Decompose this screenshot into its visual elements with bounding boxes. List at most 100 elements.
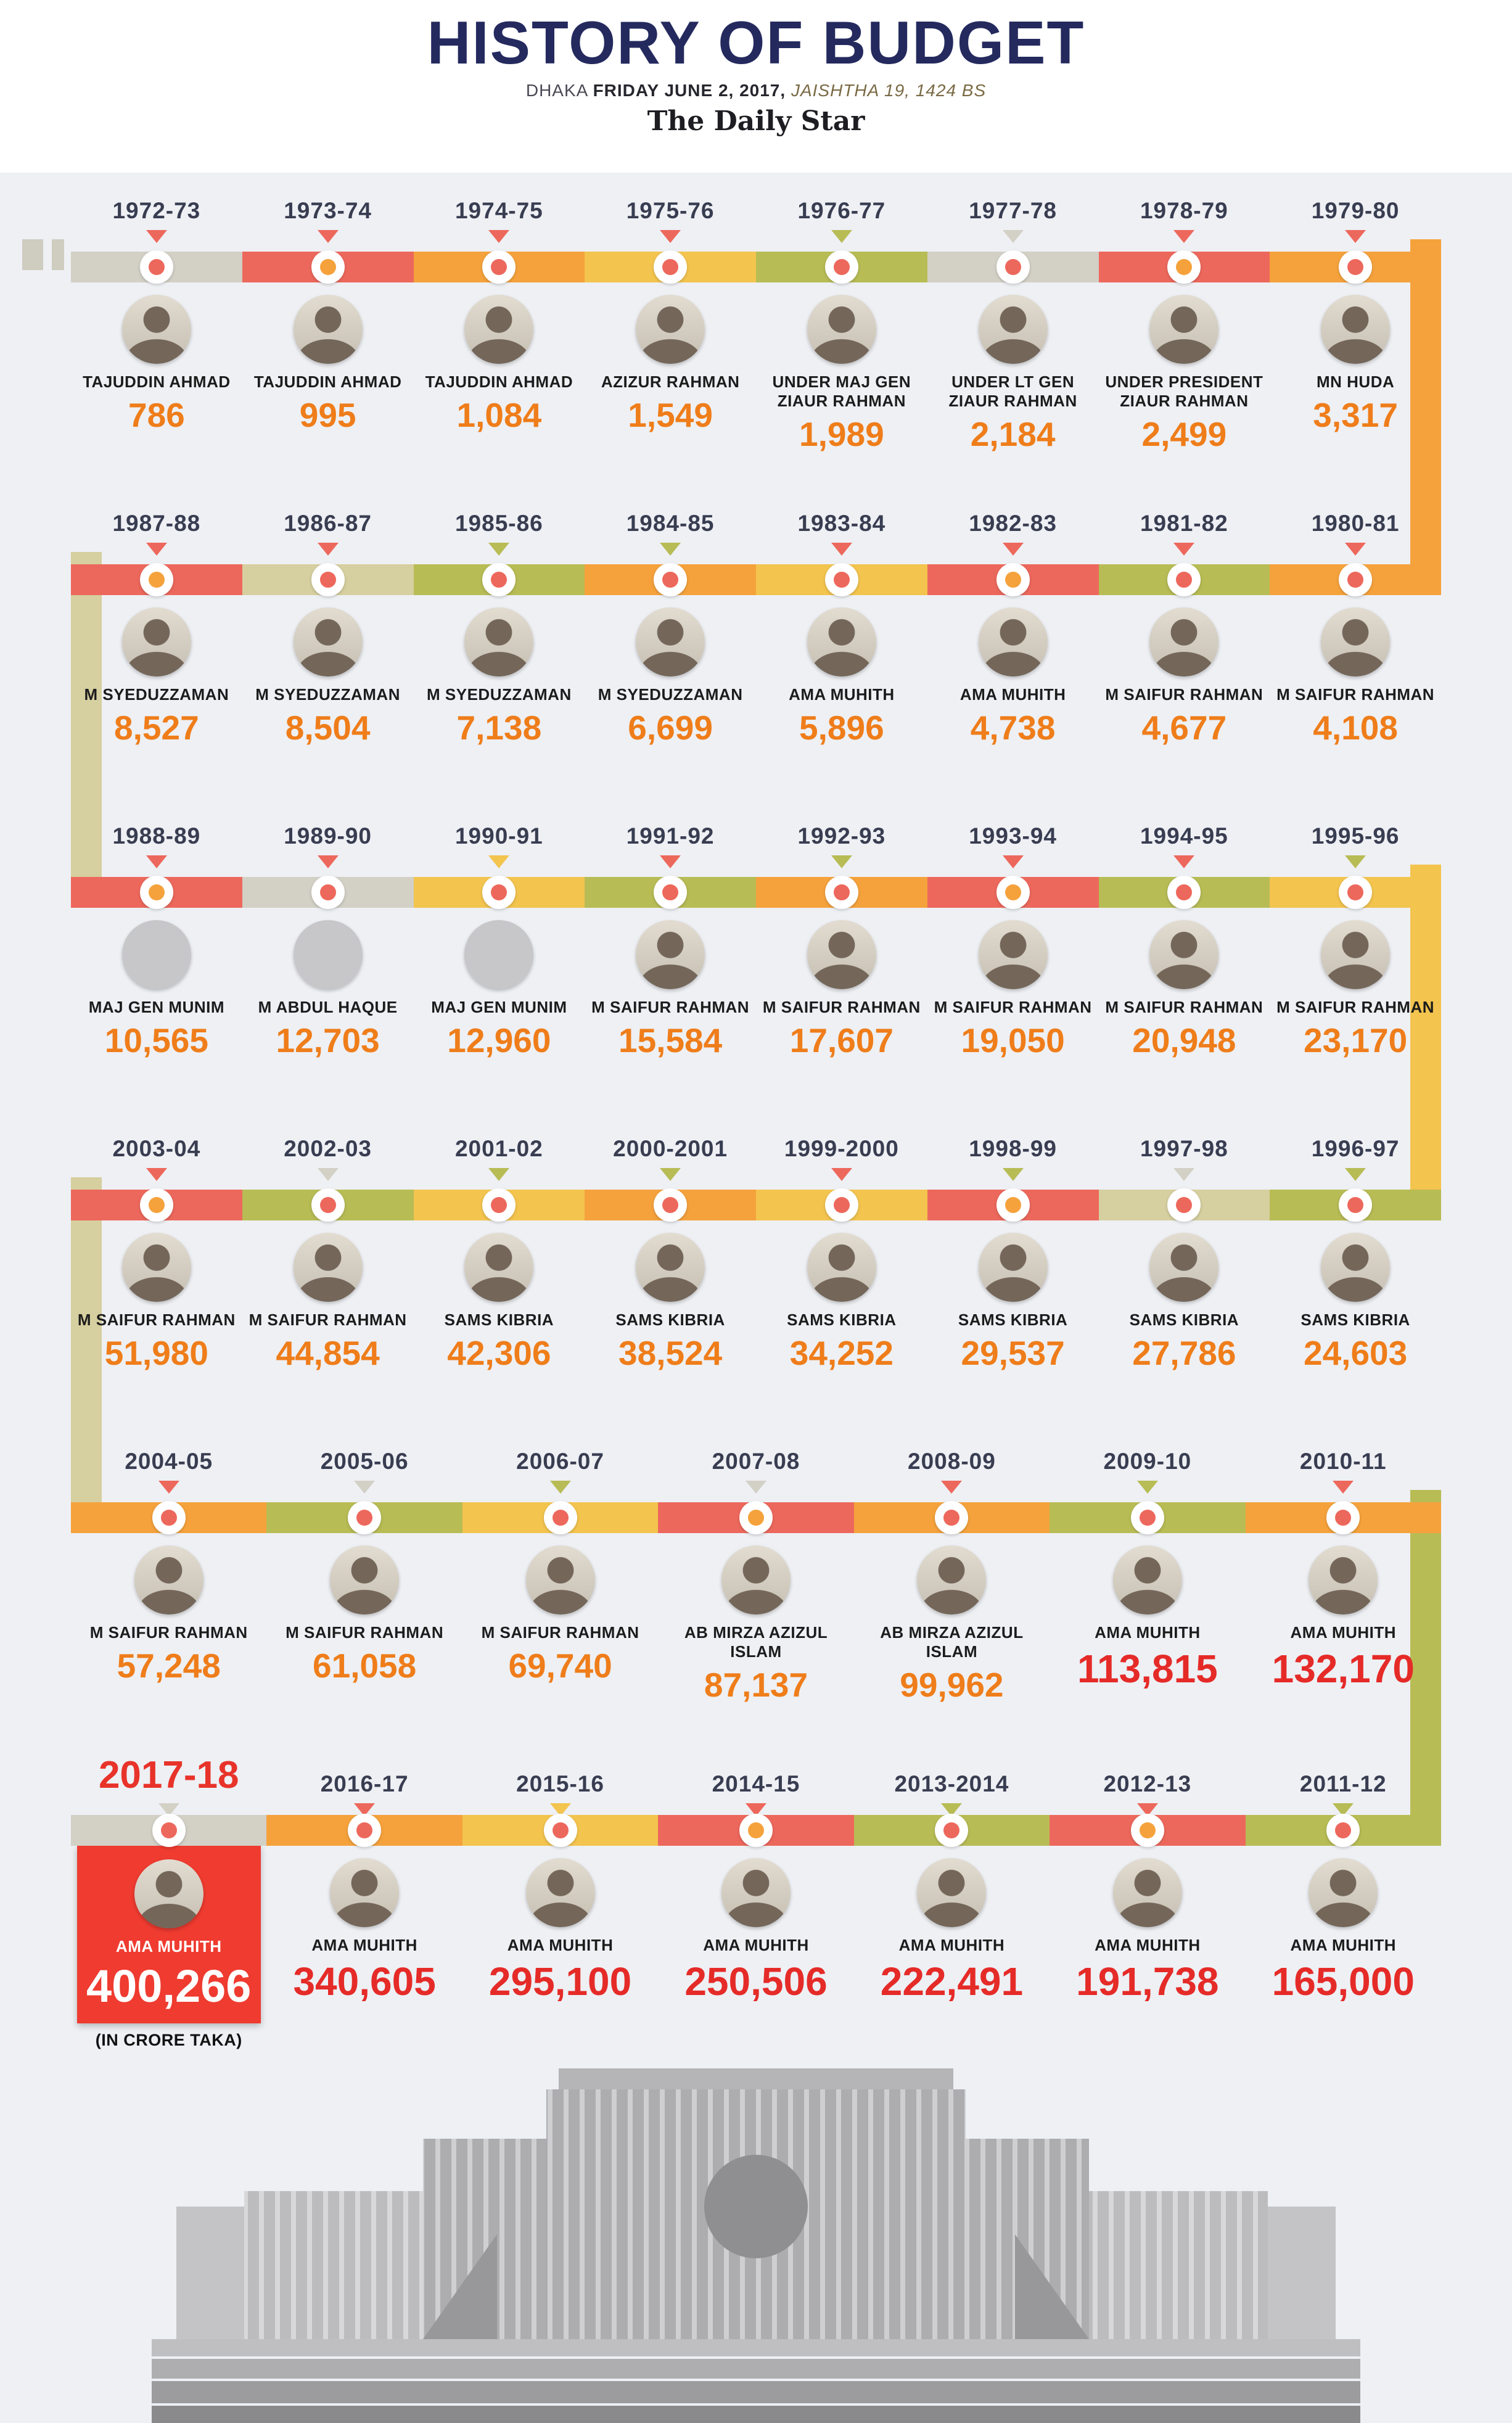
budget-amount: 1,549 [628, 396, 713, 435]
budget-amount: 786 [128, 396, 185, 435]
entries-band: M SAIFUR RAHMAN 51,980 M SAIFUR RAHMAN 44,8… [71, 1220, 1441, 1373]
timeline-row-4: 2003-04 2002-03 2001-02 2000-2001 1999-2000 1… [0, 1111, 1512, 1423]
minister-name: M SAIFUR RAHMAN [249, 1310, 407, 1329]
year-label: 2012-13 [1103, 1771, 1192, 1796]
budget-amount: 4,108 [1313, 709, 1398, 747]
ribbon-segment [1270, 876, 1441, 909]
year-band: 1987-88 1986-87 1985-86 1984-85 1983-84 1982-… [71, 503, 1441, 556]
minister-name: AMA MUHITH [1290, 1623, 1397, 1642]
minister-portrait [293, 1233, 363, 1302]
dateline-date: FRIDAY JUNE 2, 2017, [593, 80, 786, 100]
minister-name: M SAIFUR RAHMAN [89, 1623, 248, 1642]
timeline-node-icon [311, 876, 345, 909]
budget-amount: 99,962 [900, 1666, 1004, 1705]
minister-portrait [1321, 295, 1391, 364]
minister-portrait [636, 607, 705, 677]
timeline-node-dot-icon [833, 1197, 850, 1213]
budget-amount: 12,703 [276, 1021, 380, 1060]
year-pointer-triangle-icon [745, 1803, 766, 1816]
year-label: 1998-99 [969, 1136, 1058, 1161]
entries-band: TAJUDDIN AHMAD 786 TAJUDDIN AHMAD 995 TAJUDD… [71, 282, 1441, 454]
year-pointer-triangle-icon [488, 230, 510, 243]
budget-entry: AMA MUHITH 5,896 [756, 595, 927, 747]
minister-portrait [807, 920, 876, 989]
ribbon-segment [413, 1188, 585, 1222]
timeline-node-icon [996, 563, 1030, 596]
year-pointer-triangle-icon [1345, 1168, 1366, 1181]
timeline-node-icon [482, 876, 516, 909]
timeline-node-icon [824, 250, 858, 284]
timeline-node-dot-icon [552, 1510, 569, 1526]
budget-entry: M SAIFUR RAHMAN 20,948 [1099, 908, 1270, 1060]
minister-name: M SAIFUR RAHMAN [286, 1623, 444, 1642]
budget-amount: 5,896 [799, 709, 884, 747]
minister-name: UNDER LT GEN ZIAUR RAHMAN [948, 372, 1077, 411]
ribbon-segment [413, 876, 585, 909]
year-pointer-triangle-icon [1002, 230, 1024, 243]
year-pointer-triangle-icon [1173, 543, 1195, 556]
timeline-node-icon [311, 1188, 345, 1222]
budget-amount: 2,184 [970, 415, 1056, 454]
budget-amount: 222,491 [880, 1959, 1024, 2004]
year-pointer-triangle-icon [831, 1168, 852, 1181]
timeline-connector-4 [71, 1177, 102, 1521]
timeline-node-dot-icon [552, 1822, 569, 1838]
timeline-node-dot-icon [1347, 259, 1364, 275]
budget-amount: 995 [299, 396, 356, 435]
year-label: 2003-04 [112, 1136, 201, 1161]
year-cell: 1979-80 [1270, 198, 1441, 243]
minister-portrait [464, 295, 534, 364]
timeline-node-icon [824, 563, 858, 596]
year-pointer-triangle-icon [317, 230, 339, 243]
year-cell: 1999-2000 [756, 1136, 927, 1181]
timeline-node-icon [1167, 1188, 1201, 1222]
minister-name: MAJ GEN MUNIM [88, 998, 225, 1016]
minister-portrait [1309, 1858, 1378, 1927]
year-label: 2017-18 [98, 1754, 239, 1796]
budget-amount: 132,170 [1272, 1647, 1415, 1692]
ribbon-segment [756, 876, 927, 909]
timeline-node-dot-icon [491, 259, 507, 275]
year-cell: 1995-96 [1270, 823, 1441, 868]
year-band: 2017-18 2016-17 2015-16 2014-15 2013-2014 201… [71, 1753, 1441, 1816]
timeline-node-icon [311, 563, 345, 596]
timeline-ribbon [71, 1814, 1441, 1847]
timeline-node-dot-icon [662, 884, 679, 900]
year-cell: 2015-16 [462, 1771, 658, 1816]
dateline: DHAKA FRIDAY JUNE 2, 2017, JAISHTHA 19, … [0, 81, 1512, 101]
year-label: 1987-88 [112, 511, 201, 536]
ribbon-segment [462, 1501, 659, 1534]
year-pointer-triangle-icon [1136, 1803, 1158, 1816]
year-label: 2008-09 [908, 1449, 996, 1474]
year-pointer-triangle-icon [1002, 855, 1024, 868]
budget-entry: M SAIFUR RAHMAN 23,170 [1270, 908, 1441, 1060]
minister-name: M SAIFUR RAHMAN [1105, 685, 1263, 704]
year-cell: 2000-2001 [585, 1136, 756, 1181]
budget-entry: AMA MUHITH 132,170 [1246, 1533, 1441, 1692]
timeline-node-dot-icon [1335, 1510, 1352, 1526]
budget-entry: AMA MUHITH 295,100 [462, 1846, 658, 2004]
year-label: 1993-94 [969, 823, 1058, 849]
minister-name: MAJ GEN MUNIM [431, 998, 567, 1016]
year-cell: 1981-82 [1099, 511, 1270, 556]
budget-entry: AMA MUHITH 250,506 [658, 1846, 853, 2004]
budget-amount: 165,000 [1272, 1959, 1415, 2004]
minister-portrait [807, 295, 876, 364]
budget-amount: 1,989 [799, 415, 884, 454]
ribbon-segment [266, 1501, 462, 1534]
ribbon-segment [462, 1814, 659, 1847]
year-cell: 1972-73 [71, 198, 242, 243]
minister-name: TAJUDDIN AHMAD [425, 372, 573, 391]
minister-name: M SAIFUR RAHMAN [77, 1310, 236, 1329]
minister-name: M SYEDUZZAMAN [255, 685, 400, 704]
timeline-node-dot-icon [1347, 572, 1364, 588]
minister-name: TAJUDDIN AHMAD [253, 372, 402, 391]
ribbon-segment [413, 250, 585, 284]
budget-amount: 3,317 [1313, 396, 1398, 435]
minister-portrait [134, 1545, 203, 1615]
budget-entry: TAJUDDIN AHMAD 995 [242, 282, 414, 435]
year-cell: 1973-74 [242, 198, 414, 243]
budget-amount: 400,266 [86, 1960, 252, 2012]
budget-amount: 10,565 [104, 1021, 208, 1060]
year-pointer-triangle-icon [549, 1481, 571, 1494]
